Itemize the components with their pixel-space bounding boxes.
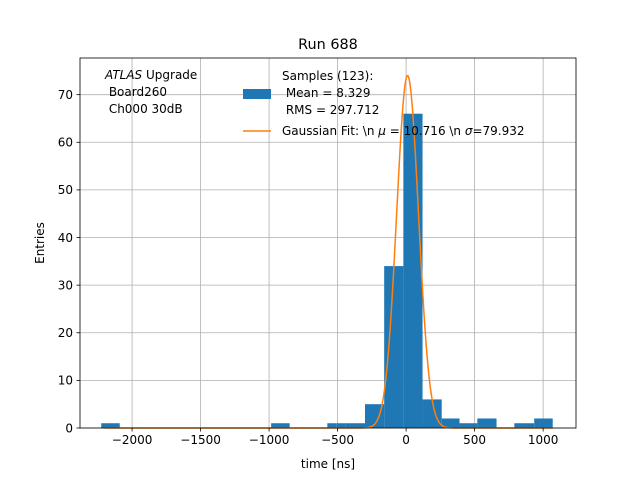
legend-histogram-line-2: Mean = 8.329 (282, 86, 371, 100)
legend-histogram-line-3: RMS = 297.712 (282, 103, 379, 117)
atlas-label: ATLAS (104, 68, 143, 82)
annotation-line-1: ATLAS Upgrade (104, 68, 197, 82)
histogram-bar (422, 399, 442, 428)
histogram-bar (364, 404, 385, 428)
y-tick-label: 30 (58, 278, 73, 292)
annotation-line-3: Ch000 30dB (105, 102, 183, 116)
histogram-bar (534, 418, 553, 428)
x-axis-label: time [ns] (301, 457, 355, 471)
x-tick-label: 1000 (528, 433, 559, 447)
x-tick-label: −2000 (112, 433, 153, 447)
histogram-bar (403, 113, 423, 428)
chart-title: Run 688 (298, 37, 358, 53)
histogram-bar (327, 423, 337, 428)
x-axis-ticks: −2000 −1500 −1000 −500 0 500 1000 (112, 428, 559, 447)
x-tick-label: 0 (402, 433, 410, 447)
histogram-bar (477, 418, 497, 428)
run-annotation: ATLAS Upgrade Board260 Ch000 30dB (104, 68, 197, 116)
legend-fit-sigma-symbol: σ (465, 124, 473, 138)
legend-fit-prefix: Gaussian Fit: \n (282, 124, 378, 138)
y-axis-ticks: 0 10 20 30 40 50 60 70 (58, 88, 80, 435)
annotation-line-2: Board260 (105, 85, 167, 99)
y-tick-label: 20 (58, 326, 73, 340)
histogram-bar (384, 266, 404, 428)
legend-histogram-line-1: Samples (123): (282, 69, 373, 83)
legend-histogram-swatch (243, 89, 271, 99)
plot-frame (79, 57, 577, 429)
x-tick-label: −1500 (180, 433, 221, 447)
histogram-bar (514, 423, 535, 428)
histogram-bar (271, 423, 290, 428)
histogram-bar (336, 423, 346, 428)
histogram-bar (101, 423, 120, 428)
y-tick-label: 70 (58, 88, 73, 102)
histogram-bar (345, 423, 365, 428)
histogram-bar (459, 423, 478, 428)
y-tick-label: 10 (58, 374, 73, 388)
histogram-bar (441, 418, 460, 428)
y-tick-label: 50 (58, 183, 73, 197)
x-tick-label: 500 (463, 433, 486, 447)
legend-fit-mu-symbol: μ (377, 124, 386, 138)
legend-fit-label: Gaussian Fit: \n μ = 10.716 \n σ=79.932 (282, 124, 525, 138)
y-tick-label: 0 (65, 421, 73, 435)
x-tick-label: −500 (321, 433, 354, 447)
y-axis-label: Entries (33, 222, 47, 264)
y-tick-label: 60 (58, 136, 73, 150)
upgrade-label: Upgrade (142, 68, 197, 82)
y-tick-label: 40 (58, 231, 73, 245)
x-tick-label: −1000 (249, 433, 290, 447)
legend-fit-mu-value: = 10.716 \n (386, 124, 465, 138)
legend-fit-sigma-value: =79.932 (472, 124, 524, 138)
legend: Samples (123): Mean = 8.329 RMS = 297.71… (243, 69, 525, 138)
